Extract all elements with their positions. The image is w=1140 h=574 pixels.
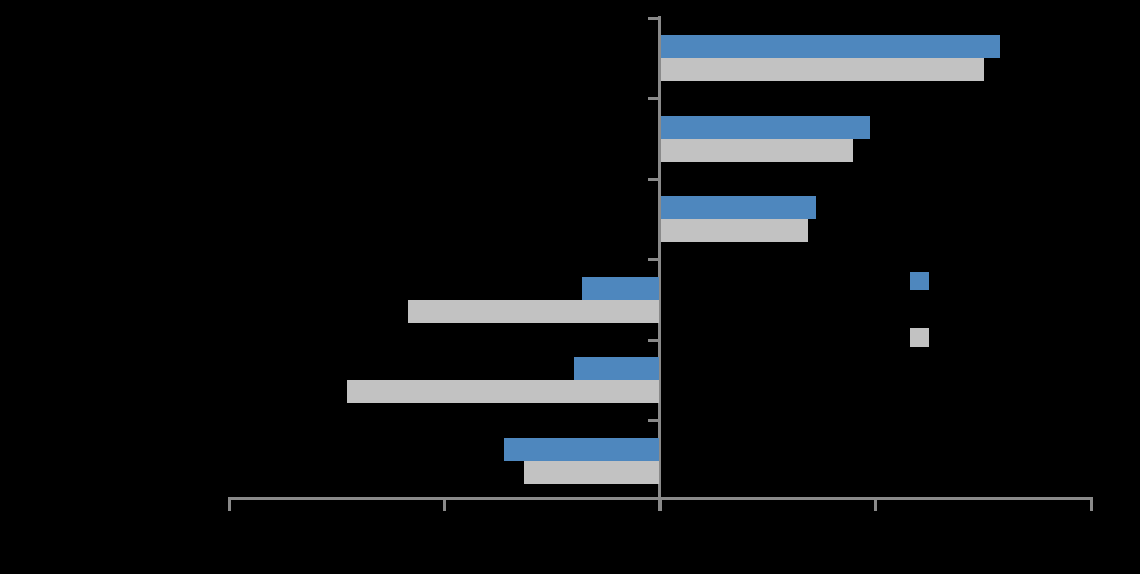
bar-series2-row5 — [347, 380, 659, 403]
bar-series2-row2 — [661, 139, 853, 162]
bar-series2-row6 — [524, 461, 659, 484]
x-axis-tick — [874, 497, 877, 511]
x-axis-tick — [228, 497, 231, 511]
y-axis-tick — [648, 178, 660, 181]
bar-series1-row3 — [661, 196, 816, 219]
bar-series2-row1 — [661, 58, 984, 81]
bar-series2-row3 — [661, 219, 808, 242]
bar-series1-row5 — [574, 357, 659, 380]
legend-swatch-series1 — [910, 272, 929, 290]
bar-series1-row4 — [582, 277, 659, 300]
y-axis-tick — [648, 339, 660, 342]
x-axis-tick — [443, 497, 446, 511]
legend-swatch-series2 — [910, 328, 929, 347]
bar-series1-row1 — [661, 35, 1000, 58]
bar-series1-row6 — [504, 438, 659, 461]
y-axis-tick — [648, 97, 660, 100]
y-axis-tick — [648, 258, 660, 261]
y-axis-tick — [648, 17, 660, 20]
y-axis-tick — [648, 419, 660, 422]
y-axis-line — [658, 16, 661, 511]
x-axis-tick — [659, 497, 662, 511]
x-axis-tick — [1090, 497, 1093, 511]
bar-series2-row4 — [408, 300, 659, 323]
bar-series1-row2 — [661, 116, 870, 139]
